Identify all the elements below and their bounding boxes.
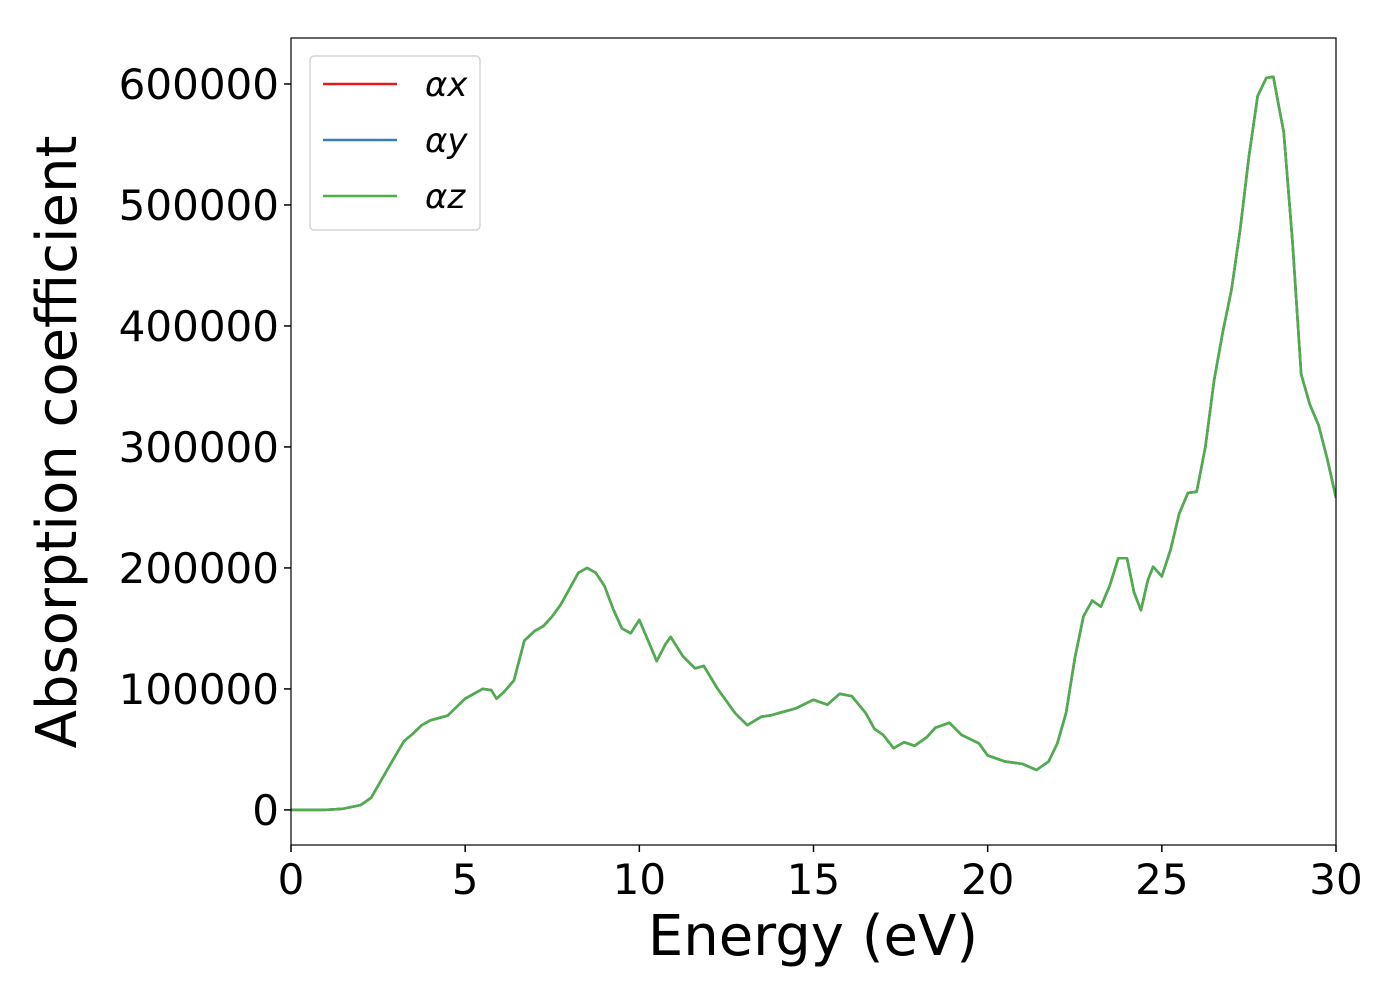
x-tick-label: 15 [787,855,840,904]
x-tick-label: 0 [278,855,305,904]
y-tick-label: 400000 [119,302,279,351]
y-tick-label: 100000 [119,665,279,714]
y-axis-label: Absorption coefficient [25,136,90,749]
x-tick-label: 30 [1309,855,1362,904]
x-axis-label: Energy (eV) [648,904,978,969]
y-tick-label: 500000 [119,181,279,230]
plot-frame [290,37,1337,846]
legend-label: αz [425,177,466,217]
legend-label: αx [425,65,468,105]
legend-box [309,55,481,231]
series-line [291,75,1336,812]
y-tick-label: 300000 [119,423,279,472]
x-tick-label: 5 [452,855,479,904]
legend-label: αy [425,121,468,161]
y-tick-label: 200000 [119,544,279,593]
y-tick-label: 600000 [119,60,279,109]
x-tick-label: 10 [613,855,666,904]
x-tick-label: 25 [1135,855,1188,904]
y-tick-label: 0 [252,786,279,835]
x-tick-label: 20 [961,855,1014,904]
